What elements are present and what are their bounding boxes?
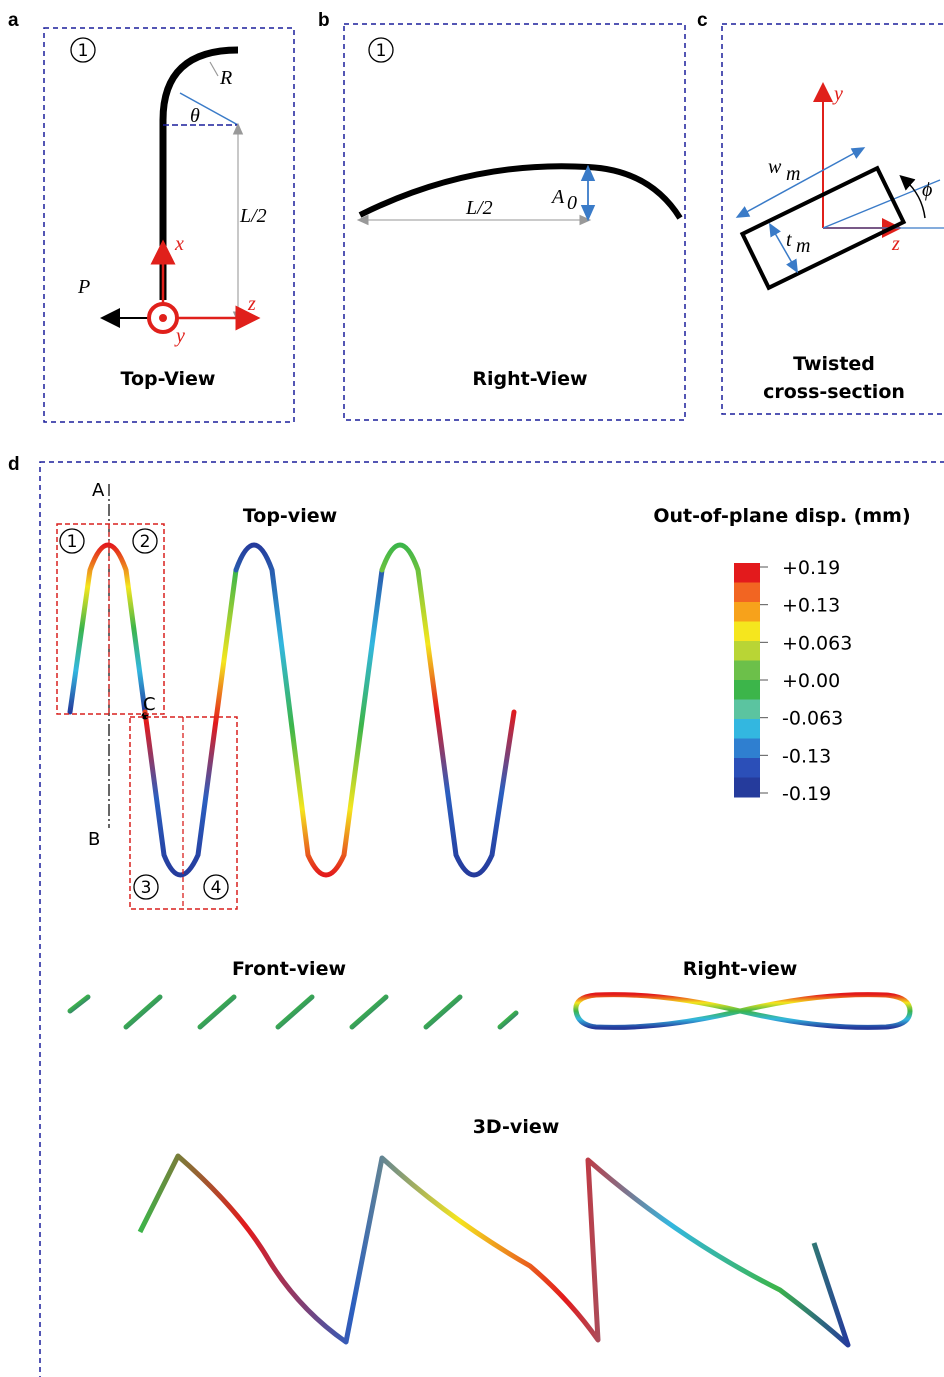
label-phi: ϕ [922,179,932,201]
beam-3d [137,1153,851,1348]
label-P: P [77,276,90,298]
panel-label-b: b [318,10,330,31]
colorbar-block [734,641,760,661]
panel-c-frame [721,23,944,415]
colorbar-tick-label: -0.063 [782,708,843,730]
colorbar-block [734,660,760,681]
front-view: Front-view [67,958,519,1030]
caption-top-view: Top-View [121,368,216,390]
colorbar-block [734,621,760,642]
label-C: C [143,694,156,715]
label-L-half-a: L/2 [239,205,267,227]
label-B: B [88,829,100,850]
label-A: A [92,480,105,501]
panel-a-marker: 1 [78,41,89,61]
panel-c: y z w m t m ϕ Twisted cross-section [735,82,944,403]
label-theta: θ [190,105,200,127]
region-marker-4: 4 [211,878,222,898]
label-R: R [219,67,232,89]
colorbar-block [734,563,760,583]
title-right-view: Right-view [683,958,798,980]
colorbar-title: Out-of-plane disp. (mm) [653,505,910,527]
radius-line [179,92,239,126]
figure-eight [573,992,913,1030]
label-y-c: y [832,83,843,105]
label-x: x [174,233,184,255]
label-w-sub: m [786,163,800,185]
region-marker-2: 2 [140,532,151,552]
colorbar-ticks: +0.19 +0.13 +0.063 +0.00 -0.063 -0.13 -0.19 [760,557,852,805]
view-3d: 3D-view [137,1116,851,1348]
panel-d-frame [39,461,944,1377]
beam-shape [159,46,239,300]
colorbar-block [734,680,760,700]
colorbar-block [734,758,760,778]
region-1-2 [56,523,165,715]
region-marker-1: 1 [67,532,78,552]
label-t: t [786,229,792,251]
label-L-half-b: L/2 [465,197,493,219]
colorbar: Out-of-plane disp. (mm) +0.19 +0.13 +0.063… [653,505,910,805]
colorbar-block [734,582,760,603]
label-t-sub: m [796,235,810,257]
w-dimension [735,147,866,218]
right-view: Right-view [573,958,913,1030]
panel-d-top-view: Top-view A B C 1 2 3 4 [56,480,517,910]
panel-label-d: d [8,454,20,475]
t-dimension [769,222,798,274]
label-A: A [550,186,565,208]
region-3-4 [129,716,238,910]
label-z: z [247,293,256,315]
title-3d-view: 3D-view [473,1116,560,1138]
colorbar-block [734,719,760,739]
label-y-a: y [174,325,185,347]
panel-label-c: c [697,10,708,31]
panel-label-a: a [8,10,19,31]
region-marker-3: 3 [141,878,152,898]
rotated-axis [822,179,941,229]
colorbar-tick-label: -0.13 [782,745,831,767]
panel-a-frame [43,27,295,423]
caption-c-1: Twisted [793,353,875,375]
panel-a: 1 R θ L/2 x z P y Top-View [70,37,267,390]
colorbar-block [734,777,760,798]
panel-b: 1 L/2 A 0 Right-View [356,37,683,390]
beam-arc [358,163,683,220]
caption-c-2: cross-section [763,381,905,403]
label-w: w [768,156,782,178]
colorbar-tick-label: +0.00 [782,670,840,692]
title-top-view: Top-view [243,505,337,527]
colorbar-tick-label: +0.13 [782,595,840,617]
colorbar-block [734,738,760,759]
colorbar-block [734,602,760,622]
colorbar-blocks [734,563,760,798]
label-z-c: z [891,233,900,255]
colorbar-tick-label: -0.19 [782,783,831,805]
title-front-view: Front-view [232,958,346,980]
R-dimension [209,61,219,77]
panel-b-marker: 1 [376,41,387,61]
caption-right-view: Right-View [472,368,587,390]
colorbar-tick-label: +0.063 [782,632,852,654]
panel-b-frame [343,23,686,421]
label-A-sub: 0 [567,192,577,214]
colorbar-tick-label: +0.19 [782,557,840,579]
colorbar-block [734,699,760,720]
phi-arc [899,175,926,219]
